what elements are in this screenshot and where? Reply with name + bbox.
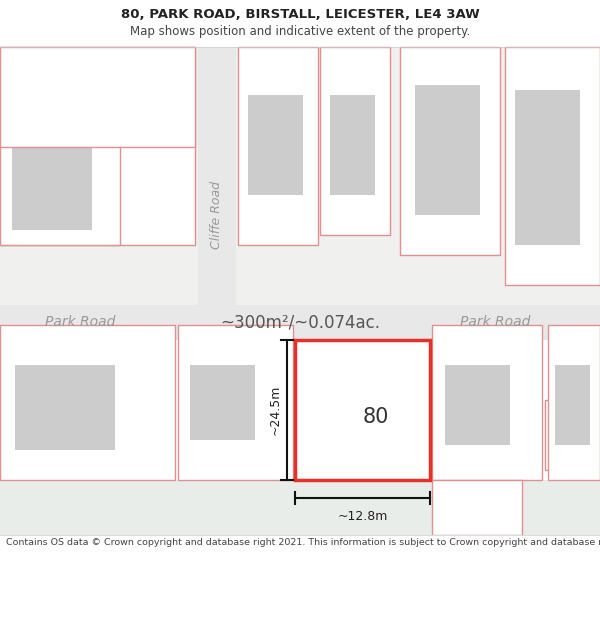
- Bar: [12, 140, 92, 230]
- Bar: [0, 115, 120, 245]
- Bar: [190, 365, 255, 440]
- Bar: [0, 480, 600, 535]
- Bar: [0, 0, 600, 47]
- Text: ~300m²/~0.074ac.: ~300m²/~0.074ac.: [220, 314, 380, 331]
- Text: Park Road: Park Road: [45, 316, 115, 329]
- Text: ~12.8m: ~12.8m: [337, 510, 388, 523]
- Bar: [178, 325, 293, 480]
- Bar: [400, 47, 500, 255]
- Bar: [0, 325, 175, 480]
- Text: Map shows position and indicative extent of the property.: Map shows position and indicative extent…: [130, 24, 470, 38]
- Bar: [0, 47, 600, 535]
- Bar: [248, 95, 303, 195]
- Text: 80, PARK ROAD, BIRSTALL, LEICESTER, LE4 3AW: 80, PARK ROAD, BIRSTALL, LEICESTER, LE4 …: [121, 9, 479, 21]
- Text: Park Road: Park Road: [460, 316, 530, 329]
- Bar: [198, 47, 236, 305]
- Bar: [15, 365, 115, 450]
- Bar: [415, 85, 480, 215]
- Bar: [0, 47, 195, 245]
- Bar: [12, 85, 102, 195]
- Bar: [305, 370, 420, 435]
- Bar: [555, 365, 590, 445]
- Bar: [445, 365, 510, 445]
- Bar: [238, 47, 318, 245]
- Bar: [515, 90, 580, 245]
- Text: ~24.5m: ~24.5m: [269, 385, 281, 435]
- Bar: [545, 400, 595, 470]
- Text: Cliffe Road: Cliffe Road: [211, 181, 223, 249]
- Bar: [432, 325, 542, 480]
- Bar: [295, 340, 430, 480]
- Bar: [0, 47, 195, 147]
- Bar: [0, 305, 600, 340]
- Bar: [432, 480, 522, 535]
- Bar: [330, 95, 375, 195]
- Text: 80: 80: [363, 407, 389, 427]
- Bar: [0, 535, 600, 625]
- Bar: [505, 47, 600, 285]
- Bar: [320, 47, 390, 235]
- Text: Contains OS data © Crown copyright and database right 2021. This information is : Contains OS data © Crown copyright and d…: [6, 538, 600, 547]
- Bar: [0, 340, 600, 480]
- Bar: [548, 325, 600, 480]
